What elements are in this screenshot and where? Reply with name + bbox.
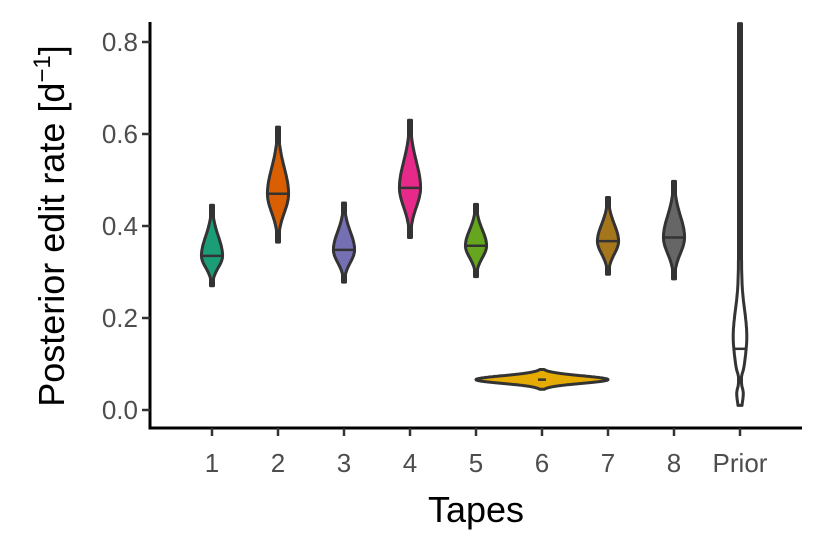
violin-6 xyxy=(474,368,610,391)
x-axis-title: Tapes xyxy=(428,489,524,530)
violin-4 xyxy=(397,118,423,239)
y-tick-label: 0.0 xyxy=(102,395,138,425)
violin-shape xyxy=(463,202,489,279)
violin-2 xyxy=(265,125,291,244)
y-tick-label: 0.2 xyxy=(102,303,138,333)
violin-1 xyxy=(199,203,225,288)
violin-shape xyxy=(331,201,357,284)
x-tick-label: 1 xyxy=(205,448,219,478)
x-tick-label: 3 xyxy=(337,448,351,478)
y-ticks: 0.0 0.2 0.4 0.6 0.8 xyxy=(102,27,150,425)
violin-3 xyxy=(331,201,357,284)
violin-shape xyxy=(199,203,225,288)
y-axis-title-superscript: −1 xyxy=(29,55,56,82)
y-axis-title: Posterior edit rate [d−1] xyxy=(29,45,72,407)
x-ticks: 1 2 3 4 5 6 7 8 Prior xyxy=(205,428,768,478)
x-tick-label: 4 xyxy=(403,448,417,478)
violin-8 xyxy=(661,179,687,281)
x-tick-label: 8 xyxy=(667,448,681,478)
violin-Prior xyxy=(731,22,749,407)
y-tick-label: 0.8 xyxy=(102,27,138,57)
y-axis-title-close: ] xyxy=(31,45,72,55)
x-tick-label: 7 xyxy=(601,448,615,478)
violin-7 xyxy=(595,196,621,276)
violin-shape xyxy=(265,125,291,244)
x-tick-label: 6 xyxy=(535,448,549,478)
violin-shape xyxy=(661,179,687,281)
violin-shape xyxy=(595,196,621,276)
y-tick-label: 0.4 xyxy=(102,211,138,241)
violin-shape xyxy=(397,118,423,239)
x-tick-label: Prior xyxy=(713,448,768,478)
y-axis-title-main: Posterior edit rate [d xyxy=(31,83,72,407)
violin-5 xyxy=(463,202,489,279)
y-tick-label: 0.6 xyxy=(102,119,138,149)
x-tick-label: 5 xyxy=(469,448,483,478)
x-tick-label: 2 xyxy=(271,448,285,478)
violin-shape xyxy=(731,22,749,407)
plot-area xyxy=(199,22,749,407)
